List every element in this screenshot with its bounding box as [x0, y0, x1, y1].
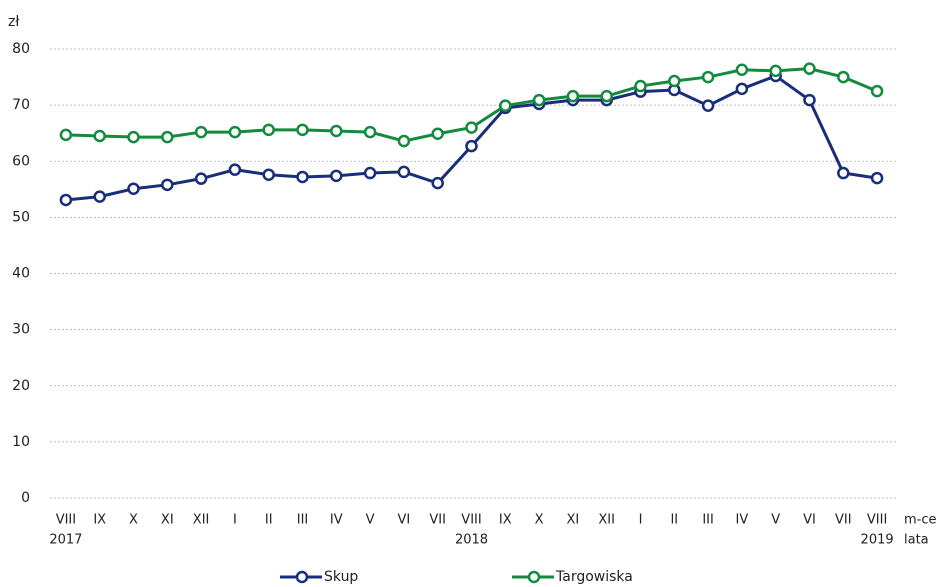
x-tick-label: I: [233, 513, 237, 528]
marker: [397, 165, 411, 179]
marker: [837, 166, 850, 180]
marker: [431, 176, 444, 190]
marker: [465, 139, 478, 153]
marker: [59, 193, 73, 207]
marker: [803, 62, 816, 75]
marker: [600, 89, 613, 103]
x-tick-label: VI: [803, 513, 816, 528]
x-tick-label: V: [771, 513, 780, 528]
year-axis-label: lata: [904, 533, 929, 548]
legend-marker: [295, 570, 309, 584]
x-tick-label: II: [670, 513, 678, 528]
x-tick-label: VIII: [461, 513, 481, 528]
legend-label: Skup: [324, 569, 358, 585]
marker: [701, 99, 715, 112]
marker: [499, 99, 512, 112]
x-tick-label: VI: [398, 513, 411, 528]
marker: [262, 168, 275, 181]
x-tick-label: VIII: [867, 513, 887, 528]
x-tick-label: X: [129, 513, 138, 528]
year-label: 2017: [49, 533, 82, 548]
x-tick-label: V: [366, 513, 375, 528]
y-axis-label: zł: [8, 14, 19, 30]
x-tick-label: III: [702, 513, 714, 528]
series-line: [65, 74, 878, 202]
x-tick-label: III: [297, 513, 309, 528]
marker: [296, 170, 309, 184]
marker: [803, 93, 816, 107]
marker: [228, 163, 242, 176]
marker: [161, 178, 174, 192]
y-tick-label: 0: [21, 490, 30, 506]
marker: [701, 70, 715, 84]
marker: [262, 123, 275, 137]
y-tick-label: 50: [12, 209, 30, 225]
x-tick-label: X: [535, 513, 544, 528]
marker: [363, 166, 377, 180]
marker: [161, 130, 174, 144]
marker: [127, 182, 140, 196]
x-tick-label: I: [639, 513, 643, 528]
x-tick-label: VIII: [56, 513, 76, 528]
x-axis-label: m-ce: [904, 513, 937, 528]
marker: [769, 64, 782, 78]
marker: [93, 190, 106, 203]
marker: [532, 93, 546, 107]
marker: [194, 125, 208, 139]
x-tick-label: II: [265, 513, 273, 528]
marker: [735, 63, 749, 77]
x-tick-label: IV: [330, 513, 343, 528]
marker: [566, 89, 580, 103]
marker: [363, 125, 377, 139]
x-tick-label: XI: [161, 513, 174, 528]
marker: [431, 127, 444, 140]
marker: [127, 130, 140, 144]
year-label: 2018: [455, 533, 488, 548]
marker: [870, 171, 884, 185]
marker: [296, 123, 309, 137]
marker: [668, 74, 681, 88]
x-tick-label: VII: [835, 513, 852, 528]
marker: [397, 134, 411, 148]
year-label: 2019: [861, 533, 894, 548]
marker: [59, 128, 73, 142]
x-tick-label: VII: [429, 513, 446, 528]
x-tick-label: XI: [567, 513, 580, 528]
marker: [837, 70, 850, 84]
y-tick-label: 70: [12, 97, 30, 113]
marker: [634, 79, 647, 93]
x-tick-label: IX: [499, 513, 512, 528]
legend-marker: [527, 570, 541, 584]
y-tick-label: 10: [12, 434, 30, 450]
marker: [870, 84, 884, 98]
legend-label: Targowiska: [555, 569, 633, 585]
y-tick-label: 20: [12, 378, 30, 394]
marker: [228, 125, 242, 139]
marker: [735, 82, 749, 96]
y-tick-label: 60: [12, 153, 30, 169]
y-tick-label: 80: [12, 41, 30, 57]
y-tick-label: 30: [12, 322, 30, 338]
marker: [194, 172, 208, 185]
marker: [465, 121, 478, 134]
marker: [330, 169, 343, 183]
x-tick-label: XII: [193, 513, 210, 528]
marker: [330, 124, 343, 138]
x-tick-label: IV: [736, 513, 749, 528]
x-tick-label: IX: [93, 513, 106, 528]
marker: [93, 129, 106, 143]
x-tick-label: XII: [598, 513, 615, 528]
y-tick-label: 40: [12, 266, 30, 282]
